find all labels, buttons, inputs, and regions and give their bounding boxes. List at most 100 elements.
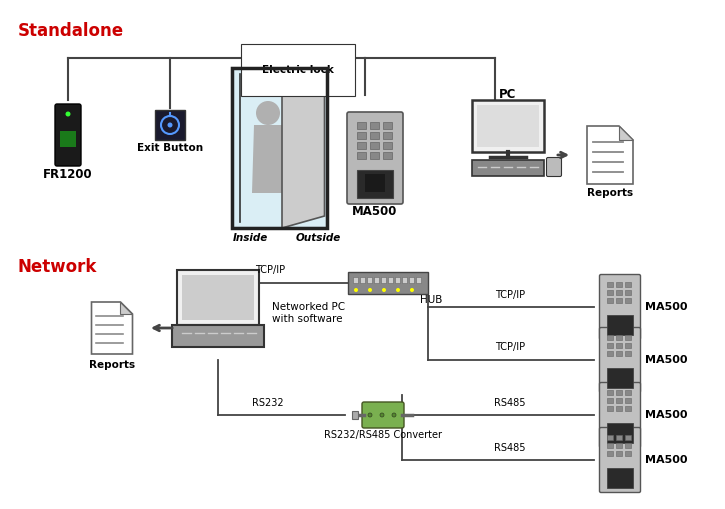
FancyBboxPatch shape <box>55 104 81 166</box>
Bar <box>607 368 633 388</box>
Bar <box>607 343 613 348</box>
Bar <box>625 451 631 456</box>
Circle shape <box>167 123 173 127</box>
Bar <box>172 325 264 347</box>
Polygon shape <box>252 125 284 193</box>
Text: MA500: MA500 <box>645 355 687 365</box>
Bar <box>370 122 379 129</box>
Bar <box>370 142 379 149</box>
Circle shape <box>410 288 414 292</box>
Text: RS485: RS485 <box>494 398 526 408</box>
Polygon shape <box>120 302 133 314</box>
Bar <box>625 398 631 403</box>
Bar <box>625 282 631 287</box>
Circle shape <box>396 288 400 292</box>
Bar <box>625 435 631 440</box>
Bar <box>607 468 633 488</box>
Bar <box>616 398 622 403</box>
Bar <box>357 170 393 198</box>
Circle shape <box>368 413 372 417</box>
Circle shape <box>368 288 372 292</box>
Bar <box>402 277 407 283</box>
Bar <box>348 272 428 294</box>
Bar <box>607 282 613 287</box>
Bar <box>607 315 633 335</box>
Bar <box>60 131 76 147</box>
Bar <box>233 68 328 228</box>
Bar <box>625 351 631 356</box>
Text: Standalone: Standalone <box>18 22 124 40</box>
Circle shape <box>382 288 386 292</box>
FancyBboxPatch shape <box>347 112 403 204</box>
Bar <box>367 277 372 283</box>
Bar <box>374 277 379 283</box>
Bar <box>381 277 386 283</box>
Bar <box>616 290 622 295</box>
Bar <box>625 406 631 411</box>
Bar <box>357 152 366 159</box>
FancyBboxPatch shape <box>362 402 404 428</box>
Bar <box>360 277 365 283</box>
Text: MA500: MA500 <box>645 410 687 420</box>
Bar <box>625 390 631 395</box>
FancyBboxPatch shape <box>600 274 640 340</box>
Bar <box>625 343 631 348</box>
Bar <box>370 152 379 159</box>
Text: Reports: Reports <box>587 188 633 198</box>
Text: Network: Network <box>18 258 97 276</box>
Bar <box>616 351 622 356</box>
Text: MA500: MA500 <box>352 205 398 218</box>
Text: RS232/RS485 Converter: RS232/RS485 Converter <box>324 430 442 440</box>
Bar <box>616 451 622 456</box>
Bar <box>365 174 385 192</box>
Bar <box>616 390 622 395</box>
Bar <box>177 270 259 325</box>
Bar <box>616 335 622 340</box>
Bar <box>616 435 622 440</box>
Bar <box>607 435 613 440</box>
Bar <box>472 100 544 152</box>
Bar <box>607 351 613 356</box>
Bar <box>616 282 622 287</box>
Text: MA500: MA500 <box>645 455 687 465</box>
Bar <box>607 298 613 303</box>
Bar <box>616 298 622 303</box>
Circle shape <box>354 288 358 292</box>
Bar <box>395 277 400 283</box>
Polygon shape <box>91 302 133 354</box>
Text: TCP/IP: TCP/IP <box>495 342 525 352</box>
Text: TCP/IP: TCP/IP <box>495 290 525 300</box>
Text: Inside: Inside <box>233 233 268 243</box>
Polygon shape <box>619 126 633 140</box>
Circle shape <box>392 413 396 417</box>
Circle shape <box>256 101 280 125</box>
Text: RS485: RS485 <box>494 443 526 453</box>
Bar <box>388 277 393 283</box>
Bar <box>607 390 613 395</box>
Bar <box>625 290 631 295</box>
Bar <box>383 132 392 139</box>
Bar <box>383 152 392 159</box>
Bar <box>616 443 622 448</box>
Bar <box>607 290 613 295</box>
FancyBboxPatch shape <box>547 157 561 177</box>
Bar <box>155 110 185 140</box>
Bar <box>383 122 392 129</box>
Text: PC: PC <box>500 88 517 101</box>
FancyBboxPatch shape <box>600 327 640 392</box>
Text: Networked PC
with software: Networked PC with software <box>272 302 345 324</box>
Bar <box>182 275 254 320</box>
Text: Electric lock: Electric lock <box>262 65 334 75</box>
Bar <box>233 68 328 228</box>
Bar <box>607 423 633 443</box>
Bar <box>625 443 631 448</box>
Polygon shape <box>587 126 633 184</box>
FancyBboxPatch shape <box>600 382 640 447</box>
Bar <box>416 277 421 283</box>
Bar <box>352 411 358 419</box>
Text: MA500: MA500 <box>645 302 687 312</box>
Text: Outside: Outside <box>295 233 341 243</box>
Bar <box>607 451 613 456</box>
Bar <box>353 277 358 283</box>
Bar <box>477 105 539 147</box>
